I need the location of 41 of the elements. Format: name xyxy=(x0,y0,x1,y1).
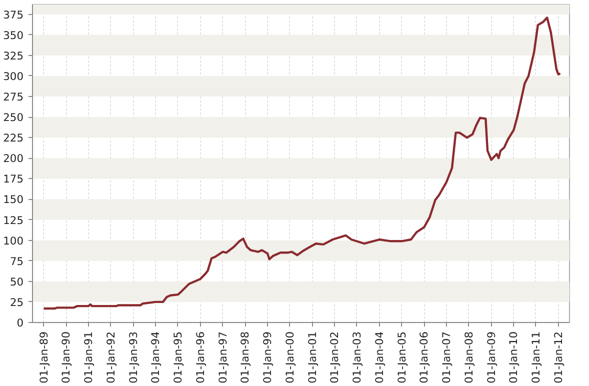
y-tick-label: 200 xyxy=(3,152,24,166)
y-tick-label: 75 xyxy=(10,254,24,268)
x-tick-label: 01-Jan-00 xyxy=(283,331,296,384)
y-tick-label: 175 xyxy=(3,172,24,186)
x-tick-label: 01-Jan-94 xyxy=(149,331,162,384)
x-tick-label: 01-Jan-12 xyxy=(552,331,565,384)
x-tick-label: 01-Jan-03 xyxy=(350,331,364,384)
x-tick-label: 01-Jan-92 xyxy=(104,331,118,384)
x-tick-label: 01-Jan-02 xyxy=(328,331,342,384)
x-tick-label: 01-Jan-04 xyxy=(372,331,386,384)
x-tick-label: 01-Jan-93 xyxy=(126,331,140,384)
y-tick-label: 100 xyxy=(3,234,24,248)
y-tick-label: 300 xyxy=(3,70,24,83)
y-tick-label: 50 xyxy=(10,275,24,288)
x-tick-label: 01-Jan-95 xyxy=(171,331,184,384)
y-tick-label: 0 xyxy=(16,316,24,330)
x-tick-label: 01-Jan-98 xyxy=(238,331,252,384)
y-tick-label: 150 xyxy=(3,193,24,206)
y-tick-label: 125 xyxy=(3,214,24,227)
x-tick-label: 01-Jan-08 xyxy=(462,331,476,384)
x-tick-label: 01-Jan-11 xyxy=(529,331,542,384)
x-tick-label: 01-Jan-07 xyxy=(440,331,453,384)
x-tick-label: 01-Jan-97 xyxy=(216,331,230,384)
y-tick-label: 275 xyxy=(3,90,24,104)
line-series xyxy=(42,16,562,310)
x-tick-label: 01-Jan-96 xyxy=(194,331,207,384)
x-tick-label: 01-Jan-05 xyxy=(395,331,408,384)
x-tick-label: 01-Jan-10 xyxy=(507,331,520,384)
y-tick-label: 375 xyxy=(3,8,24,22)
x-tick-label: 01-Jan-01 xyxy=(306,331,319,384)
x-tick-label: 01-Jan-89 xyxy=(37,331,50,384)
y-tick-label: 25 xyxy=(10,296,24,309)
y-tick-label: 250 xyxy=(3,111,24,124)
x-tick-label: 01-Jan-90 xyxy=(60,331,73,384)
x-tick-label: 01-Jan-99 xyxy=(260,331,274,384)
y-tick-label: 225 xyxy=(3,132,24,145)
x-tick-label: 01-Jan-06 xyxy=(418,331,431,384)
x-tick-label: 01-Jan-91 xyxy=(82,331,95,384)
y-tick-label: 325 xyxy=(3,49,24,62)
x-tick-label: 01-Jan-09 xyxy=(484,331,498,384)
y-tick-label: 350 xyxy=(3,28,24,42)
